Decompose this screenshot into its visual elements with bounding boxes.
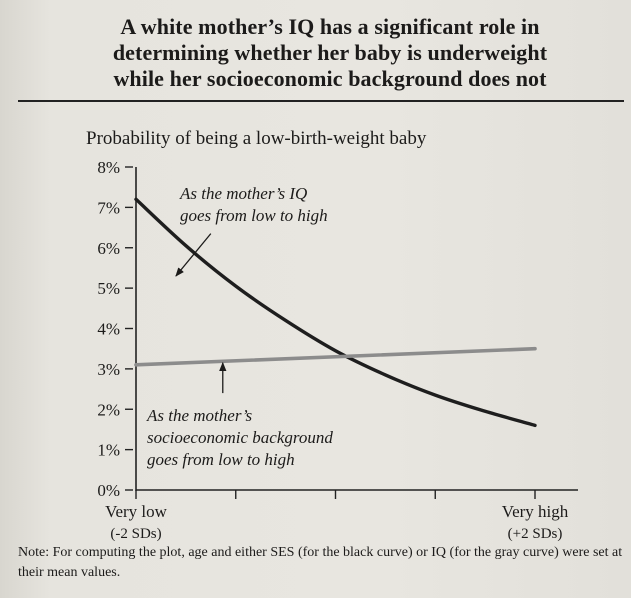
ses-annotation-text: goes from low to high: [147, 450, 295, 469]
chart-title: Probability of being a low-birth-weight …: [86, 128, 427, 149]
iq-annotation-text: As the mother’s IQ: [179, 184, 307, 203]
x-tick-label: Very low: [105, 502, 168, 521]
title-divider: [18, 100, 624, 102]
y-tick-label: 7%: [97, 198, 120, 217]
x-tick-label: Very high: [502, 502, 569, 521]
figure-title-line: A white mother’s IQ has a significant ro…: [120, 14, 540, 39]
y-tick-label: 0%: [97, 481, 120, 500]
x-tick-label: (-2 SDs): [110, 526, 161, 542]
figure-note: Note: For computing the plot, age and ei…: [18, 545, 623, 580]
figure-title: A white mother’s IQ has a significant ro…: [40, 14, 620, 92]
ses-annotation-text: socioeconomic background: [147, 428, 333, 447]
figure-title-line: while her socioeconomic background does …: [113, 66, 547, 91]
y-tick-label: 1%: [97, 441, 120, 460]
iq-curve-line: [134, 197, 537, 428]
x-tick-label: (+2 SDs): [508, 526, 563, 542]
y-tick-label: 4%: [97, 320, 120, 339]
figure-title-line: determining whether her baby is underwei…: [112, 40, 548, 65]
ses-curve-line: [134, 346, 537, 367]
y-tick-label: 5%: [97, 279, 120, 298]
iq-annotation-arrow: [175, 233, 212, 277]
y-tick-label: 6%: [97, 239, 120, 258]
y-tick-label: 2%: [97, 400, 120, 419]
y-tick-label: 8%: [97, 158, 120, 177]
ses-annotation-text: As the mother’s: [146, 406, 253, 425]
iq-annotation-text: goes from low to high: [180, 206, 328, 225]
y-tick-label: 3%: [97, 360, 120, 379]
